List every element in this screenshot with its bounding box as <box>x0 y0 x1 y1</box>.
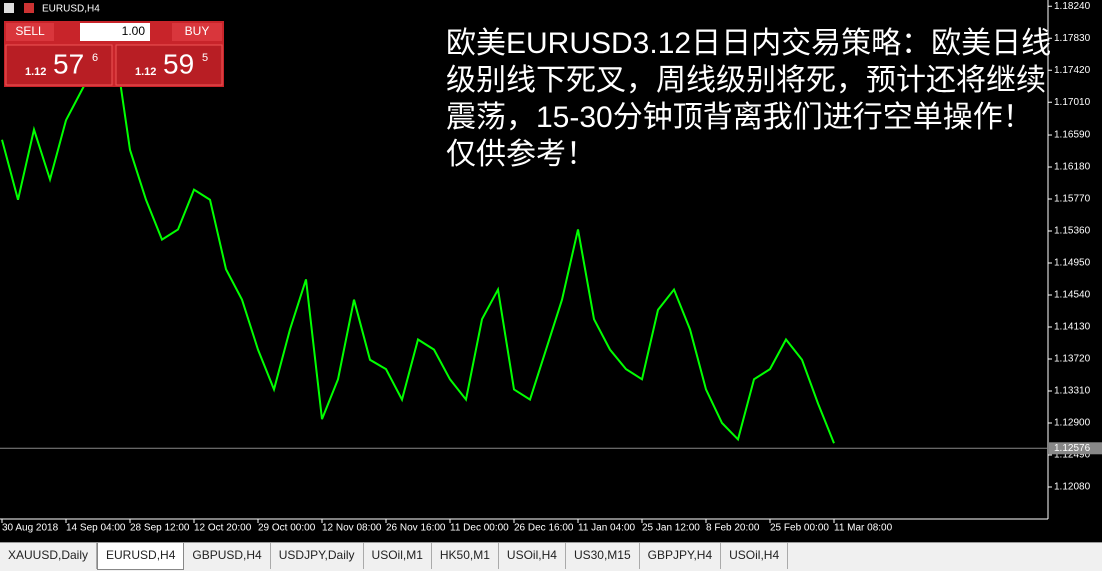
icon <box>24 3 34 13</box>
current-price-box <box>1049 442 1102 455</box>
tab[interactable]: HK50,M1 <box>432 543 499 569</box>
x-tick-label: 30 Aug 2018 <box>2 523 59 534</box>
y-tick-label: 1.17420 <box>1054 65 1091 76</box>
y-tick-label: 1.15360 <box>1054 226 1091 237</box>
window-title: EURUSD,H4 <box>42 4 100 15</box>
tab[interactable]: XAUUSD,Daily <box>0 543 98 569</box>
y-tick-label: 1.14950 <box>1054 258 1091 269</box>
x-tick-label: 25 Jan 12:00 <box>642 523 700 534</box>
chart: EURUSD,H4 1.18240 1.17830 1.17420 1.17010 1.… <box>0 0 1102 542</box>
y-tick-label: 1.16590 <box>1054 130 1091 141</box>
sell-button[interactable] <box>6 23 54 41</box>
tab[interactable]: USOil,M1 <box>364 543 432 569</box>
tab[interactable]: GBPJPY,H4 <box>640 543 722 569</box>
sell-sup: 6 <box>92 52 98 64</box>
buy-label[interactable]: BUY <box>185 24 210 38</box>
sell-big: 57 <box>53 48 84 79</box>
x-tick-label: 26 Nov 16:00 <box>386 523 446 534</box>
trade-panel: SELL 1.00 BUY 1.12 57 6 1.12 59 5 <box>4 21 224 87</box>
tab[interactable]: USOil,H4 <box>499 543 566 569</box>
tab[interactable]: EURUSD,H4 <box>97 543 185 570</box>
buy-prefix: 1.12 <box>135 66 156 78</box>
annotation: 欧美EURUSD3.12日日内交易策略：欧美日线 <box>446 27 1051 60</box>
y-tick-label: 1.18240 <box>1054 1 1091 12</box>
tab-bar: XAUUSD,Daily EURUSD,H4 GBPUSD,H4 USDJPY,Dai… <box>0 542 1102 571</box>
y-tick-label: 1.17010 <box>1054 97 1091 108</box>
lot-value[interactable]: 1.00 <box>122 24 146 38</box>
y-tick-label: 1.14130 <box>1054 322 1091 333</box>
annotation: 震荡，15-30分钟顶背离我们进行空单操作！ <box>446 101 1033 134</box>
y-tick-label: 1.13720 <box>1054 354 1091 365</box>
tab[interactable]: GBPUSD,H4 <box>184 543 271 569</box>
y-tick-label: 1.13310 <box>1054 386 1091 397</box>
y-tick-label: 1.17830 <box>1054 33 1091 44</box>
icon <box>4 3 14 13</box>
tab[interactable]: USDJPY,Daily <box>271 543 364 569</box>
y-tick-label: 1.12900 <box>1054 418 1091 429</box>
y-tick-label: 1.12490 <box>1054 450 1091 461</box>
background <box>0 0 1102 542</box>
x-tick-label: 28 Sep 12:00 <box>130 523 190 534</box>
lot-input[interactable] <box>80 23 150 41</box>
buy-button[interactable] <box>172 23 222 41</box>
y-tick-label: 1.12080 <box>1054 482 1091 493</box>
x-tick-label: 8 Feb 20:00 <box>706 523 760 534</box>
tab[interactable]: US30,M15 <box>566 543 640 569</box>
sell-prefix: 1.12 <box>25 66 46 78</box>
buy-big: 59 <box>163 48 194 79</box>
sell-price-box[interactable] <box>5 44 113 86</box>
x-tick-label: 11 Mar 08:00 <box>834 523 893 534</box>
x-tick-label: 11 Jan 04:00 <box>578 523 636 534</box>
current-price-label: 1.12576 <box>1054 443 1091 454</box>
buy-sup: 5 <box>202 52 208 64</box>
sell-label[interactable]: SELL <box>15 24 45 38</box>
x-tick-label: 12 Oct 20:00 <box>194 523 252 534</box>
buy-price-box[interactable] <box>115 44 223 86</box>
annotation: 仅供参考！ <box>446 138 596 171</box>
y-tick-label: 1.15770 <box>1054 194 1091 205</box>
x-tick-label: 29 Oct 00:00 <box>258 523 316 534</box>
x-tick-label: 25 Feb 00:00 <box>770 523 829 534</box>
x-tick-label: 12 Nov 08:00 <box>322 523 382 534</box>
price-line <box>1 37 835 444</box>
x-tick-label: 26 Dec 16:00 <box>514 523 574 534</box>
y-tick-label: 1.14540 <box>1054 290 1091 301</box>
annotation: 级别线下死叉，周线级别将死，预计还将继续 <box>446 64 1046 97</box>
x-tick-label: 14 Sep 04:00 <box>66 523 126 534</box>
tab[interactable]: USOil,H4 <box>721 543 789 569</box>
x-tick-label: 11 Dec 00:00 <box>450 523 509 534</box>
y-tick-label: 1.16180 <box>1054 162 1091 173</box>
